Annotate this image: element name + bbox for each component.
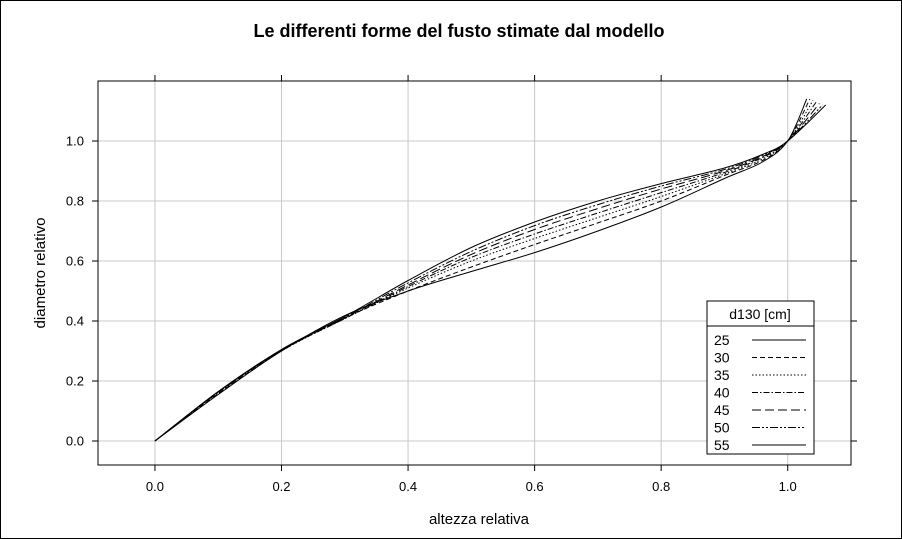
x-tick-label: 1.0	[779, 479, 797, 494]
axis-ticks: 0.0 0.2 0.4 0.6 0.8 1.0 0.0 0.2 0.4 0.6 0.8 1.0	[66, 75, 857, 494]
y-tick-label: 1.0	[66, 134, 84, 149]
series-line-55	[154, 104, 827, 442]
x-tick-label: 0.2	[272, 479, 290, 494]
y-tick-label: 0.8	[66, 194, 84, 209]
legend-label-30: 30	[714, 350, 730, 366]
legend-label-40: 40	[714, 385, 730, 401]
series-line-40	[154, 101, 817, 442]
series-lines	[154, 98, 827, 442]
plot-area-frame	[97, 80, 852, 466]
y-tick-label: 0.4	[66, 314, 84, 329]
y-tick-label: 0.2	[66, 374, 84, 389]
chart-title: Le differenti forme del fusto stimate da…	[253, 21, 664, 41]
y-axis-label: diametro relativo	[32, 218, 49, 329]
legend-label-50: 50	[714, 420, 730, 436]
y-tick-label: 0.0	[66, 434, 84, 449]
legend-label-25: 25	[714, 332, 730, 348]
x-tick-label: 0.8	[652, 479, 670, 494]
series-line-45	[154, 103, 820, 442]
y-tick-label: 0.6	[66, 254, 84, 269]
series-line-50	[154, 104, 823, 442]
grid-lines	[98, 81, 851, 465]
x-tick-label: 0.0	[146, 479, 164, 494]
legend-label-35: 35	[714, 367, 730, 383]
x-tick-label: 0.4	[399, 479, 417, 494]
series-line-35	[154, 100, 814, 442]
legend-title: d130 [cm]	[729, 306, 790, 322]
x-tick-label: 0.6	[526, 479, 544, 494]
legend-label-45: 45	[714, 402, 730, 418]
legend-label-55: 55	[714, 437, 730, 453]
x-axis-label: altezza relativa	[429, 511, 530, 528]
